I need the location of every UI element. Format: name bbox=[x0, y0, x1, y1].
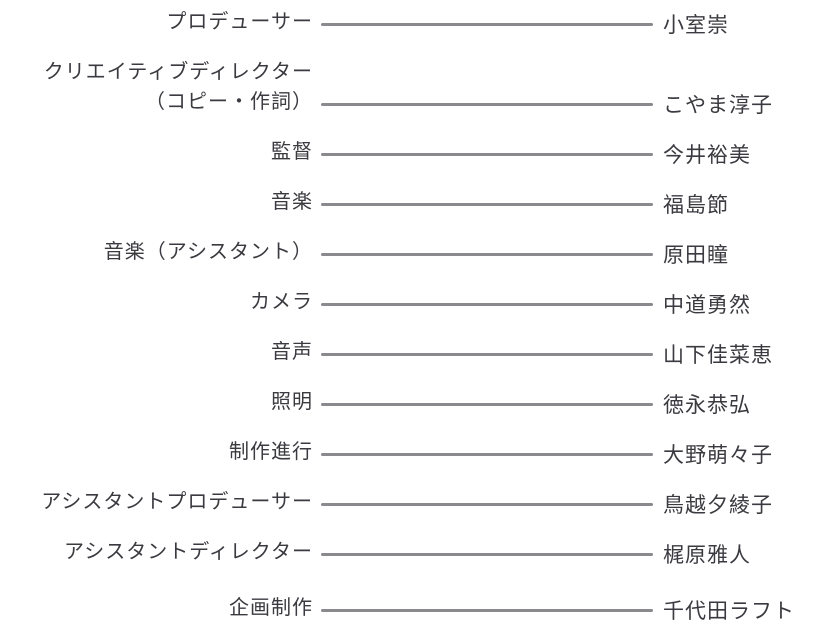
credit-name: 中道勇然 bbox=[663, 293, 751, 317]
credit-role-line2: （コピー・作詞） bbox=[145, 89, 313, 113]
credit-row: 音楽（アシスタント） 原田瞳 bbox=[0, 236, 821, 267]
credit-name: 千代田ラフト bbox=[663, 599, 795, 623]
credit-row: アシスタントプロデューサー 鳥越夕綾子 bbox=[0, 486, 821, 517]
credit-rule-line bbox=[321, 503, 653, 506]
credit-row: 音楽 福島節 bbox=[0, 186, 821, 217]
credit-role: アシスタントプロデューサー bbox=[0, 486, 313, 516]
credit-role: 音楽 bbox=[0, 186, 313, 216]
credit-role-line1: アシスタントディレクター bbox=[64, 539, 313, 563]
credit-row: アシスタントディレクター 梶原雅人 bbox=[0, 536, 821, 567]
credit-name: 山下佳菜恵 bbox=[663, 343, 773, 367]
credit-role: カメラ bbox=[0, 286, 313, 316]
credit-name: 福島節 bbox=[663, 193, 729, 217]
credit-role: 企画制作 bbox=[0, 592, 313, 622]
credit-role: 音楽（アシスタント） bbox=[0, 236, 313, 266]
credit-role: アシスタントディレクター bbox=[0, 536, 313, 566]
credit-role: 照明 bbox=[0, 386, 313, 416]
credit-role: クリエイティブディレクター （コピー・作詞） bbox=[0, 56, 313, 116]
credits-list: プロデューサー 小室崇 クリエイティブディレクター （コピー・作詞） こやま淳子… bbox=[0, 6, 821, 623]
credit-role-line1: 企画制作 bbox=[229, 595, 313, 619]
credit-rule-line bbox=[321, 253, 653, 256]
credit-row: プロデューサー 小室崇 bbox=[0, 6, 821, 37]
credit-role-line1: 音楽（アシスタント） bbox=[103, 239, 313, 263]
credit-row: 監督 今井裕美 bbox=[0, 136, 821, 167]
credit-role-line1: アシスタントプロデューサー bbox=[41, 489, 313, 513]
credit-row: 制作進行 大野萌々子 bbox=[0, 436, 821, 467]
credit-name: 今井裕美 bbox=[663, 143, 751, 167]
credit-role-line1: 音声 bbox=[271, 339, 313, 363]
credit-name: 大野萌々子 bbox=[663, 443, 773, 467]
credit-name: 原田瞳 bbox=[663, 243, 729, 267]
credit-name: こやま淳子 bbox=[663, 93, 773, 117]
credit-rule-line bbox=[321, 203, 653, 206]
credit-role-line1: 照明 bbox=[271, 389, 313, 413]
credit-rule-line bbox=[321, 609, 653, 612]
credit-rule-line bbox=[321, 103, 653, 106]
credit-role-line1: 監督 bbox=[271, 139, 313, 163]
credit-row: カメラ 中道勇然 bbox=[0, 286, 821, 317]
credit-role-line1: 制作進行 bbox=[229, 439, 313, 463]
credit-row: クリエイティブディレクター （コピー・作詞） こやま淳子 bbox=[0, 56, 821, 117]
credit-name: 徳永恭弘 bbox=[663, 393, 751, 417]
credit-rule-line bbox=[321, 553, 653, 556]
credit-rule-line bbox=[321, 453, 653, 456]
credit-row: 企画制作 千代田ラフト bbox=[0, 592, 821, 623]
credit-role-line1: プロデューサー bbox=[166, 9, 313, 33]
credit-role-line1: カメラ bbox=[250, 289, 313, 313]
credit-name: 梶原雅人 bbox=[663, 543, 751, 567]
credit-rule-line bbox=[321, 153, 653, 156]
credit-rule-line bbox=[321, 23, 653, 26]
credit-row: 音声 山下佳菜恵 bbox=[0, 336, 821, 367]
credit-rule-line bbox=[321, 303, 653, 306]
credit-row: 照明 徳永恭弘 bbox=[0, 386, 821, 417]
credit-rule-line bbox=[321, 403, 653, 406]
credit-role: 音声 bbox=[0, 336, 313, 366]
credit-role: プロデューサー bbox=[0, 6, 313, 36]
credit-role-line1: 音楽 bbox=[271, 189, 313, 213]
credit-role: 監督 bbox=[0, 136, 313, 166]
credit-role: 制作進行 bbox=[0, 436, 313, 466]
credit-rule-line bbox=[321, 353, 653, 356]
credit-name: 鳥越夕綾子 bbox=[663, 493, 773, 517]
credit-name: 小室崇 bbox=[663, 13, 729, 37]
credit-role-line1: クリエイティブディレクター bbox=[43, 59, 313, 83]
